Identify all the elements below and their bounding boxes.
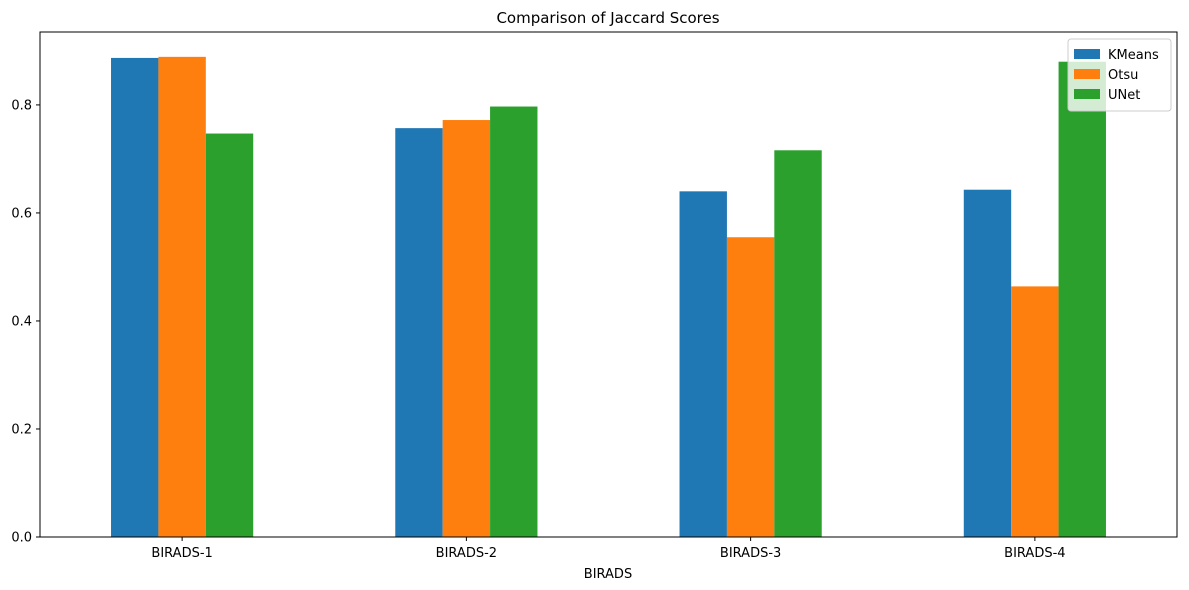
legend-swatch-kmeans bbox=[1074, 49, 1100, 59]
bar-otsu-birads-2 bbox=[442, 120, 491, 538]
y-tick-label: 0.8 bbox=[11, 98, 32, 113]
y-tick-label: 0.6 bbox=[11, 206, 32, 221]
y-tick-label: 0.2 bbox=[11, 422, 32, 437]
y-tick-label: 0.0 bbox=[11, 531, 32, 546]
bar-kmeans-birads-3 bbox=[679, 191, 727, 538]
x-axis: BIRADS-1 BIRADS-2 BIRADS-3 BIRADS-4 bbox=[151, 537, 1066, 561]
legend-swatch-otsu bbox=[1074, 69, 1100, 79]
x-axis-label: BIRADS bbox=[584, 567, 632, 582]
chart-title: Comparison of Jaccard Scores bbox=[496, 9, 719, 27]
bar-kmeans-birads-2 bbox=[395, 128, 443, 537]
bar-unet-birads-4 bbox=[1058, 61, 1106, 538]
bar-kmeans-birads-4 bbox=[963, 189, 1012, 537]
plot-frame bbox=[39, 31, 1178, 538]
bar-otsu-birads-1 bbox=[158, 56, 206, 538]
bars-group bbox=[111, 56, 1106, 538]
legend-label-kmeans: KMeans bbox=[1108, 48, 1159, 63]
y-axis: 0.0 0.2 0.4 0.6 0.8 bbox=[11, 98, 40, 546]
y-tick-label: 0.4 bbox=[11, 314, 32, 329]
bar-kmeans-birads-1 bbox=[111, 57, 159, 537]
bar-unet-birads-2 bbox=[490, 106, 538, 537]
bar-unet-birads-1 bbox=[205, 133, 254, 537]
bar-otsu-birads-4 bbox=[1011, 286, 1059, 537]
bar-unet-birads-3 bbox=[774, 150, 822, 537]
legend-label-unet: UNet bbox=[1108, 88, 1140, 103]
legend-swatch-unet bbox=[1074, 89, 1100, 99]
legend-label-otsu: Otsu bbox=[1108, 68, 1138, 83]
bar-otsu-birads-3 bbox=[726, 237, 775, 537]
x-tick-label: BIRADS-2 bbox=[436, 546, 497, 561]
x-tick-label: BIRADS-1 bbox=[151, 546, 212, 561]
legend: KMeans Otsu UNet bbox=[1067, 38, 1172, 112]
x-tick-label: BIRADS-4 bbox=[1004, 546, 1065, 561]
x-tick-label: BIRADS-3 bbox=[720, 546, 781, 561]
